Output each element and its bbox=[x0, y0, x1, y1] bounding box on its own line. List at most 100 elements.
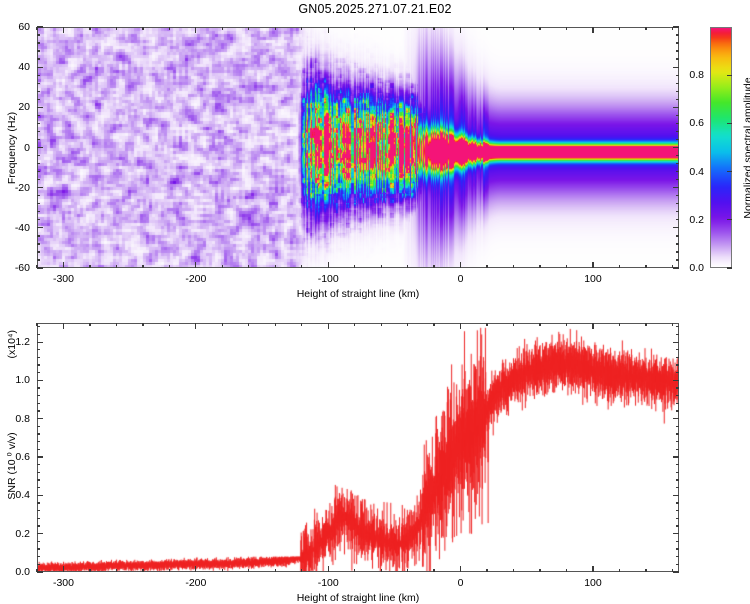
axis-tick bbox=[433, 264, 435, 268]
axis-tick bbox=[37, 251, 41, 253]
axis-tick bbox=[539, 568, 541, 572]
axis-tick bbox=[675, 243, 679, 245]
axis-tick bbox=[673, 187, 679, 189]
axis-tick bbox=[37, 162, 41, 165]
axis-tick bbox=[380, 264, 382, 268]
axis-tick bbox=[673, 341, 679, 343]
axis-tick bbox=[37, 540, 41, 542]
axis-tick bbox=[675, 387, 679, 389]
y-tick-label: 0.6 bbox=[15, 451, 30, 464]
axis-tick bbox=[673, 267, 679, 269]
axis-tick bbox=[327, 262, 329, 268]
axis-tick bbox=[37, 517, 41, 520]
axis-tick bbox=[675, 517, 679, 520]
axis-tick bbox=[645, 264, 647, 268]
x-tick-label: -300 bbox=[52, 273, 74, 285]
axis-tick bbox=[62, 323, 65, 329]
axis-tick bbox=[221, 323, 223, 327]
axis-tick bbox=[675, 471, 679, 474]
axis-tick bbox=[37, 456, 43, 458]
y-tick-label: 40 bbox=[18, 61, 30, 74]
colorbar-tick-label: 0.4 bbox=[689, 165, 704, 178]
axis-tick bbox=[37, 58, 41, 60]
x-tick-label: -100 bbox=[317, 273, 339, 285]
snr-yaxis-label: SNR (10 ⁰ v/v) bbox=[6, 431, 18, 500]
axis-tick bbox=[675, 448, 679, 451]
axis-tick bbox=[675, 556, 679, 558]
axis-tick bbox=[37, 66, 43, 68]
axis-tick bbox=[675, 138, 679, 141]
axis-tick bbox=[675, 154, 679, 157]
axis-tick bbox=[512, 27, 515, 31]
colorbar bbox=[710, 27, 732, 268]
axis-tick bbox=[142, 323, 144, 327]
axis-tick bbox=[675, 395, 679, 397]
snr-yaxis-multiplier: (x10⁴) bbox=[6, 330, 18, 359]
axis-tick bbox=[675, 98, 679, 100]
axis-tick bbox=[37, 114, 41, 116]
axis-tick bbox=[37, 138, 41, 141]
axis-tick bbox=[673, 418, 679, 420]
axis-tick bbox=[115, 568, 118, 572]
colorbar-tick bbox=[727, 267, 732, 269]
x-tick-label: 100 bbox=[584, 577, 602, 589]
axis-tick bbox=[406, 27, 409, 31]
axis-tick bbox=[168, 264, 171, 268]
axis-tick bbox=[459, 566, 462, 572]
axis-tick bbox=[37, 170, 41, 173]
axis-tick bbox=[301, 27, 303, 31]
axis-tick bbox=[671, 323, 674, 327]
axis-tick bbox=[327, 566, 329, 572]
axis-tick bbox=[37, 372, 41, 374]
axis-tick bbox=[37, 349, 41, 351]
axis-tick bbox=[406, 568, 409, 572]
axis-tick bbox=[168, 568, 171, 572]
axis-tick bbox=[671, 568, 674, 572]
axis-tick bbox=[301, 323, 303, 327]
axis-tick bbox=[675, 479, 679, 481]
axis-tick bbox=[512, 264, 515, 268]
axis-tick bbox=[36, 264, 38, 268]
axis-tick bbox=[486, 323, 488, 327]
axis-tick bbox=[459, 262, 462, 268]
axis-tick bbox=[37, 42, 41, 44]
axis-tick bbox=[37, 563, 41, 565]
axis-tick bbox=[221, 568, 223, 572]
axis-tick bbox=[675, 203, 679, 205]
axis-tick bbox=[618, 27, 621, 31]
axis-tick bbox=[37, 433, 41, 435]
axis-tick bbox=[37, 106, 43, 108]
axis-tick bbox=[406, 323, 409, 327]
axis-tick bbox=[327, 323, 329, 329]
y-tick-label: 20 bbox=[18, 101, 30, 114]
axis-tick bbox=[673, 26, 679, 28]
axis-tick bbox=[673, 571, 679, 573]
axis-tick bbox=[37, 487, 41, 489]
axis-tick bbox=[37, 425, 41, 428]
axis-tick bbox=[675, 333, 679, 336]
axis-tick bbox=[675, 122, 679, 125]
axis-tick bbox=[675, 441, 679, 443]
axis-tick bbox=[37, 556, 41, 558]
axis-tick bbox=[37, 479, 41, 481]
axis-tick bbox=[675, 42, 679, 44]
axis-tick bbox=[274, 568, 276, 572]
axis-tick bbox=[354, 27, 356, 31]
axis-tick bbox=[675, 364, 679, 366]
y-tick-label: 60 bbox=[18, 21, 30, 33]
axis-tick bbox=[673, 227, 679, 229]
axis-tick bbox=[675, 178, 679, 181]
axis-tick bbox=[62, 27, 65, 33]
axis-tick bbox=[37, 50, 41, 52]
y-tick-label: 1.2 bbox=[15, 336, 30, 349]
axis-tick bbox=[37, 510, 41, 512]
axis-tick bbox=[675, 372, 679, 374]
axis-tick bbox=[675, 50, 679, 52]
axis-tick bbox=[37, 211, 41, 213]
axis-tick bbox=[37, 533, 43, 535]
axis-tick bbox=[37, 195, 41, 197]
axis-tick bbox=[37, 387, 41, 389]
axis-tick bbox=[675, 464, 679, 466]
axis-tick bbox=[675, 548, 679, 550]
axis-tick bbox=[675, 502, 679, 504]
